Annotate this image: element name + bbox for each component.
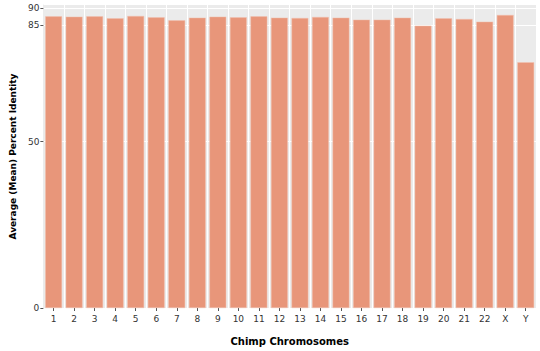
svg-text:22: 22 bbox=[479, 314, 490, 324]
svg-text:4: 4 bbox=[112, 314, 118, 324]
svg-text:Y: Y bbox=[522, 314, 529, 324]
svg-text:8: 8 bbox=[194, 314, 200, 324]
svg-text:9: 9 bbox=[215, 314, 221, 324]
svg-text:85: 85 bbox=[28, 20, 39, 30]
svg-text:11: 11 bbox=[253, 314, 264, 324]
svg-text:2: 2 bbox=[71, 314, 77, 324]
svg-text:7: 7 bbox=[174, 314, 180, 324]
svg-text:19: 19 bbox=[417, 314, 429, 324]
svg-text:13: 13 bbox=[294, 314, 305, 324]
svg-text:18: 18 bbox=[397, 314, 409, 324]
svg-text:14: 14 bbox=[315, 314, 327, 324]
svg-text:5: 5 bbox=[133, 314, 139, 324]
svg-text:17: 17 bbox=[376, 314, 387, 324]
svg-text:6: 6 bbox=[153, 314, 159, 324]
svg-text:20: 20 bbox=[438, 314, 450, 324]
svg-text:12: 12 bbox=[274, 314, 285, 324]
svg-text:90: 90 bbox=[28, 3, 40, 13]
svg-text:15: 15 bbox=[335, 314, 346, 324]
svg-text:21: 21 bbox=[458, 314, 469, 324]
svg-text:16: 16 bbox=[356, 314, 368, 324]
svg-text:X: X bbox=[502, 314, 508, 324]
svg-text:Average (Mean) Percent Identit: Average (Mean) Percent Identity bbox=[8, 73, 18, 239]
svg-text:50: 50 bbox=[28, 137, 40, 147]
svg-text:3: 3 bbox=[92, 314, 98, 324]
svg-text:Chimp Chromosomes: Chimp Chromosomes bbox=[230, 336, 349, 347]
svg-text:0: 0 bbox=[34, 303, 40, 313]
svg-text:10: 10 bbox=[233, 314, 245, 324]
svg-text:1: 1 bbox=[51, 314, 57, 324]
